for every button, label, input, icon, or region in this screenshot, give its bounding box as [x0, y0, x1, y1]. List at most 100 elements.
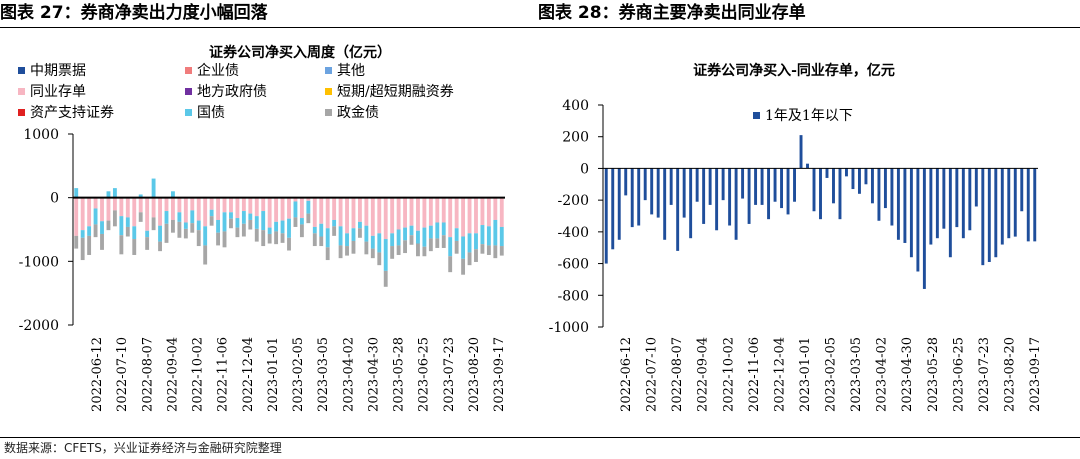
bar-segment	[274, 231, 279, 245]
bar-segment	[216, 232, 221, 246]
x-tick-label: 2023-02-05	[291, 337, 306, 412]
bar	[663, 168, 667, 240]
bar	[948, 168, 952, 258]
legend-label: 国债	[197, 105, 225, 121]
bar-segment	[357, 228, 362, 238]
bar	[715, 168, 719, 231]
bar-segment	[125, 226, 130, 237]
bar-segment	[164, 211, 169, 224]
bar	[890, 168, 894, 226]
bar-segment	[319, 197, 324, 224]
bar-segment	[248, 219, 253, 230]
legend-swatch	[325, 88, 332, 95]
bar-segment	[299, 218, 304, 225]
bar-segment	[132, 239, 137, 255]
bar-segment	[480, 197, 485, 226]
y-tick-label: -200	[558, 193, 589, 209]
bar-segment	[454, 197, 459, 229]
bar	[845, 168, 848, 177]
bar-segment	[106, 191, 111, 198]
bar-segment	[416, 243, 420, 257]
bar-segment	[145, 237, 150, 250]
legend-label: 地方政府债	[197, 84, 267, 100]
bar-segment	[100, 221, 104, 234]
bar-segment	[261, 230, 266, 247]
bar-segment	[190, 210, 195, 224]
bar-segment	[480, 225, 485, 245]
bar-segment	[486, 245, 491, 255]
bar-segment	[486, 226, 491, 246]
bar	[611, 168, 615, 250]
bar	[676, 168, 680, 251]
x-tick-label: 2023-04-30	[366, 337, 381, 412]
bar-segment	[132, 226, 137, 240]
y-tick-label: -1000	[549, 320, 589, 336]
bar-segment	[177, 197, 182, 213]
bar-segment	[499, 246, 504, 256]
y-tick-label: 0	[50, 191, 59, 207]
bar-segment	[241, 223, 246, 237]
bar-segment	[499, 197, 504, 227]
x-tick-label: 2022-06-12	[619, 337, 634, 412]
bar	[981, 168, 985, 266]
bar-segment	[499, 226, 504, 247]
bar-segment	[409, 225, 414, 236]
bar-segment	[338, 245, 343, 259]
bar-segment	[280, 220, 285, 234]
bar	[793, 168, 796, 202]
bar	[903, 168, 907, 243]
bar-segment	[306, 197, 311, 201]
bar-segment	[196, 230, 201, 247]
bar-segment	[357, 221, 362, 229]
bar-segment	[319, 236, 324, 247]
bar-segment	[209, 209, 214, 217]
bar-segment	[229, 197, 233, 213]
bar-segment	[377, 197, 382, 234]
y-tick-label: 1000	[23, 127, 59, 143]
x-tick-label: 2023-07-23	[442, 337, 457, 412]
x-tick-label: 2023-09-17	[492, 337, 507, 412]
x-tick-label: 2022-08-07	[140, 337, 155, 412]
bar-segment	[151, 197, 156, 218]
x-tick-label: 2023-08-20	[1002, 337, 1017, 412]
bar-segment	[280, 197, 285, 221]
bar-segment	[416, 197, 420, 231]
bar	[708, 168, 712, 205]
bar	[624, 168, 628, 196]
bar-segment	[261, 197, 266, 212]
bar-segment	[87, 226, 92, 236]
x-tick-label: 2023-03-05	[849, 337, 864, 412]
x-tick-label: 2022-12-04	[241, 337, 256, 412]
bar-segment	[132, 197, 137, 227]
legend-swatch	[18, 109, 25, 116]
bar-segment	[299, 224, 304, 238]
x-tick-label: 2022-07-10	[115, 337, 130, 412]
legend-label: 短期/超短期融资券	[337, 84, 454, 100]
x-tick-label: 2022-08-07	[670, 337, 685, 412]
bar	[630, 168, 634, 228]
bar-segment	[287, 218, 291, 238]
x-tick-label: 2022-09-04	[165, 337, 180, 412]
bar	[702, 168, 706, 224]
legend-label: 中期票据	[30, 63, 86, 79]
bar-segment	[467, 197, 472, 234]
y-tick-label: -1000	[19, 254, 59, 270]
legend-swatch	[185, 88, 192, 95]
bar-segment	[441, 197, 446, 223]
bar-segment	[325, 228, 330, 248]
bar	[974, 168, 978, 207]
bar-segment	[448, 256, 453, 273]
bar-segment	[151, 178, 156, 198]
bar	[994, 168, 998, 258]
bar-segment	[306, 213, 311, 224]
legend-swatch	[753, 112, 760, 119]
bar-segment	[493, 219, 498, 246]
bar-segment	[171, 219, 175, 233]
x-tick-label: 2022-07-10	[645, 337, 660, 412]
bar-segment	[390, 197, 395, 234]
bar-segment	[422, 227, 427, 247]
bar-segment	[441, 235, 446, 248]
bar-segment	[435, 197, 440, 223]
bar-segment	[370, 197, 375, 236]
bar-segment	[409, 197, 414, 226]
